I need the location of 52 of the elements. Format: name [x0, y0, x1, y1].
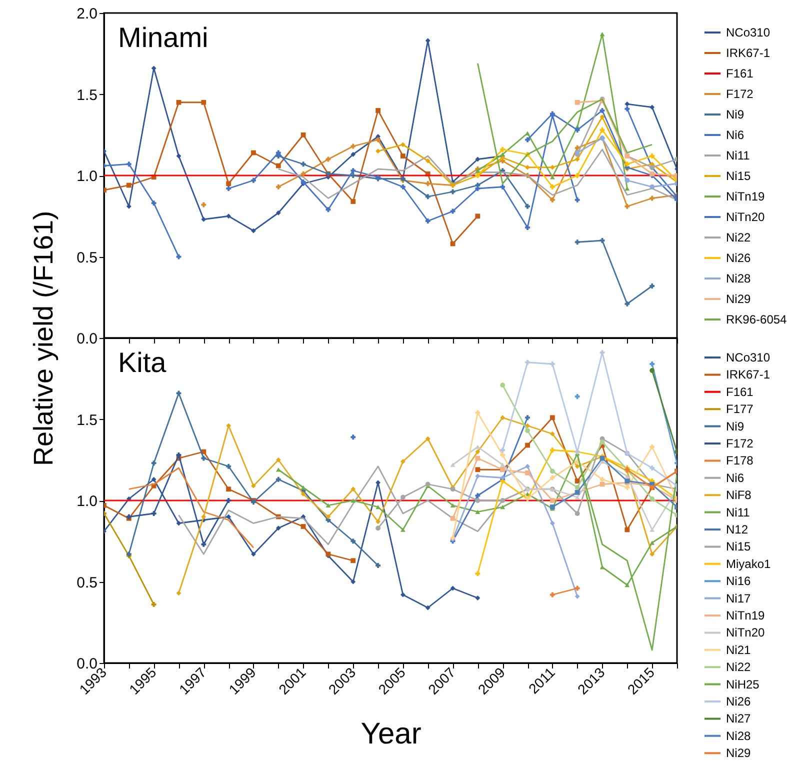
legend-label: Ni16	[726, 574, 752, 588]
legend-label: Ni9	[726, 419, 744, 434]
y-tick-label: 1.0	[76, 493, 98, 510]
y-tick-label: 0.5	[76, 249, 98, 266]
legend-label: Ni28	[726, 272, 752, 286]
y-tick-label: 0.5	[76, 574, 98, 592]
legend-label: Ni22	[726, 660, 752, 674]
legend-label: Ni29	[726, 746, 752, 760]
legend-label: IRK67-1	[726, 368, 770, 382]
legend-label: Ni11	[726, 148, 750, 162]
y-tick-label: 1.0	[76, 168, 98, 185]
legend-label: Ni21	[726, 642, 752, 657]
chart-title: Kita	[118, 347, 167, 378]
legend-label: NiF8	[726, 488, 752, 502]
legend-label: Ni11	[726, 505, 750, 520]
legend-label: NCo310	[726, 350, 770, 364]
legend-label: F161	[726, 66, 754, 80]
legend-label: F161	[726, 384, 754, 399]
legend-label: NiH25	[726, 677, 760, 692]
legend-label: Ni27	[726, 712, 752, 726]
legend-label: RK96-6054	[726, 312, 787, 326]
legend-label: N12	[726, 522, 748, 536]
y-tick-label: 1.5	[76, 86, 98, 104]
y-axis-title: Relative yield (/F161)	[28, 210, 59, 466]
legend-label: Ni22	[726, 230, 752, 244]
legend-label: Ni29	[726, 292, 752, 306]
legend-label: Ni17	[726, 591, 752, 606]
legend-label: NiTn19	[726, 608, 766, 622]
legend-label: NiTn20	[726, 210, 766, 224]
y-tick-label: 1.5	[76, 412, 98, 429]
legend-label: Ni6	[726, 128, 744, 142]
legend-label: Miyako1	[726, 556, 772, 571]
legend-label: NiTn19	[726, 190, 766, 204]
legend-label: Ni26	[726, 251, 752, 265]
legend-label: F172	[726, 87, 754, 101]
legend-label: NCo310	[726, 26, 770, 40]
y-tick-label: 0.0	[76, 656, 98, 672]
legend-label: Ni9	[726, 108, 744, 122]
chart-title: Minami	[118, 22, 208, 53]
x-axis-title: Year	[360, 717, 422, 750]
y-tick-label: 2.0	[76, 6, 98, 22]
legend-label: F178	[726, 454, 754, 468]
legend-label: F177	[726, 402, 754, 416]
legend-label: IRK67-1	[726, 46, 770, 60]
legend-label: Ni28	[726, 728, 752, 743]
legend-label: Ni6	[726, 470, 744, 485]
y-tick-label: 0.0	[76, 330, 98, 348]
legend-label: Ni26	[726, 694, 752, 708]
legend-label: Ni15	[726, 169, 752, 183]
legend-label: Ni15	[726, 540, 752, 554]
legend-label: F172	[726, 436, 754, 450]
legend-label: NiTn20	[726, 626, 766, 640]
